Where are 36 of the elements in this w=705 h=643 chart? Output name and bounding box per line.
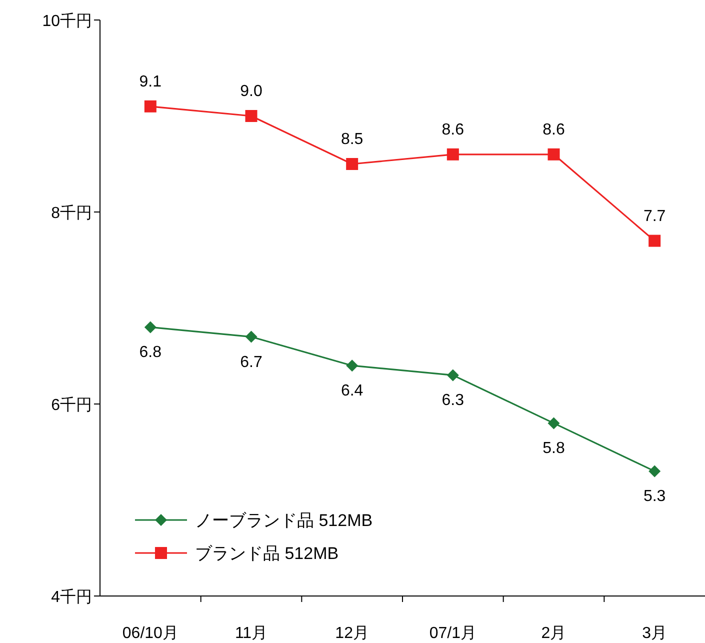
- x-tick-label: 06/10月: [122, 625, 178, 642]
- y-tick-label: 8千円: [51, 204, 92, 222]
- data-label: 5.3: [643, 488, 666, 506]
- data-label: 8.6: [442, 121, 464, 138]
- x-tick-label: 12月: [335, 625, 369, 642]
- y-tick-label: 4千円: [51, 588, 92, 606]
- data-label: 6.8: [139, 344, 162, 362]
- x-tick-label: 3月: [642, 625, 668, 642]
- y-tick-label: 6千円: [51, 396, 92, 414]
- data-label: 6.3: [442, 392, 464, 410]
- data-label: 8.5: [340, 131, 364, 148]
- point: [548, 148, 560, 160]
- data-label: 5.8: [542, 440, 565, 458]
- x-tick-label: 07/1月: [429, 625, 476, 642]
- point: [346, 158, 358, 170]
- point: [245, 330, 258, 343]
- data-label: 9.1: [139, 73, 162, 90]
- x-tick-label: 2月: [541, 625, 566, 642]
- data-label: 9.0: [240, 83, 262, 100]
- data-label: 8.6: [542, 121, 565, 138]
- point: [648, 465, 661, 478]
- point: [245, 110, 258, 122]
- data-label: 7.7: [643, 208, 666, 225]
- point: [346, 360, 358, 372]
- data-label: 6.7: [240, 354, 262, 371]
- point: [548, 417, 560, 430]
- point: [648, 234, 661, 247]
- data-label: 6.4: [340, 382, 364, 400]
- point: [144, 321, 156, 334]
- point: [446, 148, 459, 160]
- y-tick-label: 10千円: [42, 12, 92, 30]
- legend-label: ノーブランド品 512MB: [195, 511, 373, 530]
- x-tick-label: 11月: [234, 625, 268, 642]
- point: [144, 100, 156, 112]
- point: [446, 369, 459, 382]
- legend-label: ブランド品 512MB: [195, 544, 339, 563]
